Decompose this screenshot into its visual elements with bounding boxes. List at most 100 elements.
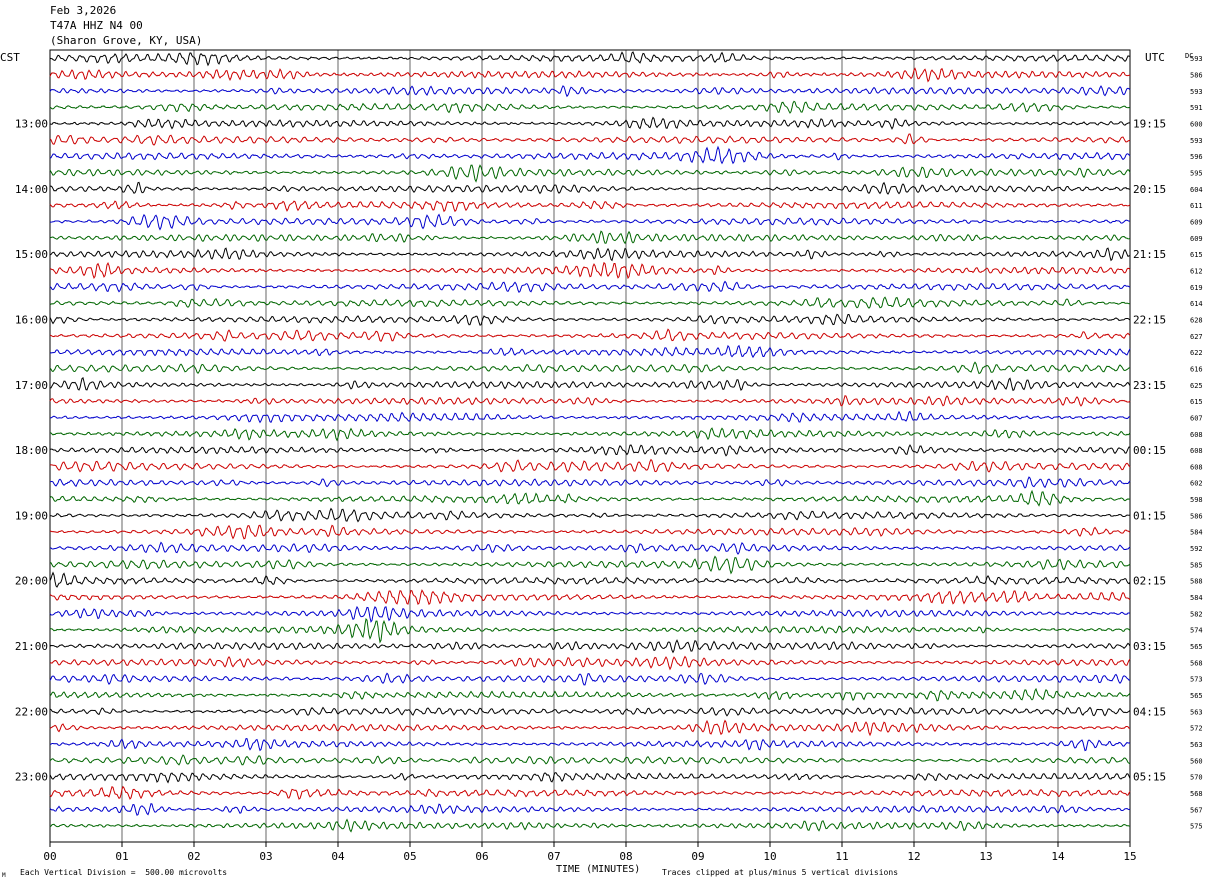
x-tick-label: 00 xyxy=(43,850,56,863)
seismic-trace xyxy=(49,261,1131,280)
seismic-trace xyxy=(49,605,1131,623)
dc-offset-label: 593 xyxy=(1190,137,1203,145)
label-group: 00 01 02 03 04 05 06 07 08 09 10 11 12 13 14 15 593 586 59… xyxy=(15,55,1203,863)
x-tick-label: 13 xyxy=(979,850,992,863)
seismic-trace xyxy=(49,589,1131,606)
dc-offset-label: 572 xyxy=(1190,725,1203,733)
dc-offset-label: 575 xyxy=(1190,823,1203,831)
seismic-trace xyxy=(49,541,1131,555)
seismic-trace xyxy=(49,328,1131,343)
seismic-trace xyxy=(49,818,1131,833)
seismic-trace xyxy=(49,361,1131,375)
left-hour-label: 14:00 xyxy=(15,183,48,196)
seismic-trace xyxy=(49,458,1131,473)
dc-offset-label: 568 xyxy=(1190,659,1203,667)
header-station: T47A HHZ N4 00 xyxy=(50,19,143,32)
dc-offset-label: 584 xyxy=(1190,529,1203,537)
right-hour-label: 23:15 xyxy=(1133,379,1166,392)
dc-offset-label: 622 xyxy=(1190,349,1203,357)
seismic-trace xyxy=(49,639,1131,654)
seismic-trace xyxy=(49,719,1131,737)
seismic-trace xyxy=(49,181,1131,195)
dc-offset-label: 573 xyxy=(1190,676,1203,684)
seismic-trace xyxy=(49,687,1131,702)
dc-offset-label: 628 xyxy=(1190,316,1203,324)
header-date: Feb 3,2026 xyxy=(50,4,117,17)
dc-offset-label: 608 xyxy=(1190,447,1203,455)
seismic-trace xyxy=(49,754,1131,766)
dc-offset-label: 598 xyxy=(1190,496,1203,504)
seismic-trace xyxy=(49,555,1131,575)
seismic-trace xyxy=(49,247,1131,262)
clip-note: Traces clipped at plus/minus 5 vertical … xyxy=(662,868,899,877)
dc-offset-label: 588 xyxy=(1190,578,1203,586)
seismic-trace xyxy=(49,655,1131,671)
seismic-trace xyxy=(49,67,1131,83)
seismic-trace xyxy=(49,507,1131,523)
seismic-trace xyxy=(49,738,1131,752)
seismic-trace xyxy=(49,672,1131,686)
right-hour-label: 20:15 xyxy=(1133,183,1166,196)
trace-group xyxy=(49,51,1131,833)
seismic-trace xyxy=(49,802,1131,816)
dc-offset-label: 560 xyxy=(1190,757,1203,765)
dc-offset-label: 584 xyxy=(1190,594,1203,602)
dc-offset-label: 616 xyxy=(1190,365,1203,373)
seismic-trace xyxy=(49,296,1131,309)
dc-offset-label: 612 xyxy=(1190,267,1203,275)
dc-offset-label: 565 xyxy=(1190,643,1203,651)
dc-offset-label: 614 xyxy=(1190,300,1203,308)
left-hour-label: 18:00 xyxy=(15,444,48,457)
seismic-trace xyxy=(49,618,1131,644)
x-tick-label: 08 xyxy=(619,850,632,863)
seismic-trace xyxy=(49,313,1131,326)
dc-offset-label: 593 xyxy=(1190,88,1203,96)
dc-offset-label: 627 xyxy=(1190,333,1203,341)
seismic-trace xyxy=(49,571,1131,588)
header-location: (Sharon Grove, KY, USA) xyxy=(50,34,203,47)
left-hour-label: 20:00 xyxy=(15,575,48,588)
seismic-trace xyxy=(49,164,1131,183)
seismic-trace xyxy=(49,213,1131,231)
x-tick-label: 04 xyxy=(331,850,345,863)
x-axis-title: TIME (MINUTES) xyxy=(556,864,641,875)
seismic-trace xyxy=(49,344,1131,359)
seismic-trace xyxy=(49,395,1131,407)
seismic-trace xyxy=(49,280,1131,294)
dc-offset-label: 609 xyxy=(1190,218,1203,226)
dc-offset-label: 586 xyxy=(1190,512,1203,520)
seismic-trace xyxy=(49,85,1131,98)
seismic-trace xyxy=(49,116,1131,130)
corner-mark: M xyxy=(2,872,6,879)
right-hour-label: 03:15 xyxy=(1133,640,1166,653)
left-timezone-label: CST xyxy=(0,51,20,64)
dc-offset-label: 608 xyxy=(1190,463,1203,471)
left-hour-label: 16:00 xyxy=(15,313,48,326)
x-tick-label: 01 xyxy=(115,850,128,863)
dc-offset-label: 607 xyxy=(1190,414,1203,422)
seismic-trace xyxy=(49,100,1131,114)
seismic-trace xyxy=(49,51,1131,67)
dc-offset-label: 563 xyxy=(1190,708,1203,716)
seismic-trace xyxy=(49,772,1131,784)
seismic-trace xyxy=(49,476,1131,489)
right-hour-label: 19:15 xyxy=(1133,117,1166,130)
dc-offset-label: 592 xyxy=(1190,545,1203,553)
right-hour-label: 21:15 xyxy=(1133,248,1166,261)
plot-frame xyxy=(49,49,1131,843)
seismic-trace xyxy=(49,377,1131,392)
dc-offset-label: 586 xyxy=(1190,71,1203,79)
left-hour-label: 22:00 xyxy=(15,705,48,718)
dc-offset-label: 600 xyxy=(1190,120,1203,128)
dc-offset-label: 611 xyxy=(1190,202,1203,210)
dc-offset-label: 593 xyxy=(1190,55,1203,63)
dc-offset-label: 591 xyxy=(1190,104,1203,112)
dc-offset-label: 595 xyxy=(1190,169,1203,177)
right-hour-label: 00:15 xyxy=(1133,444,1166,457)
x-tick-label: 09 xyxy=(691,850,704,863)
dc-offset-label: 602 xyxy=(1190,480,1203,488)
x-tick-label: 12 xyxy=(907,850,920,863)
dc-offset-label: 596 xyxy=(1190,153,1203,161)
dc-offset-label: 582 xyxy=(1190,610,1203,618)
seismic-trace xyxy=(49,145,1131,165)
